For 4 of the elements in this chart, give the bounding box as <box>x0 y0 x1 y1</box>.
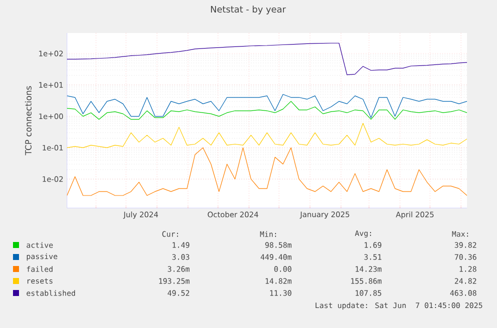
line-series <box>67 147 467 196</box>
line-series <box>67 122 467 148</box>
chart-title: Netstat - by year <box>211 6 286 14</box>
y-axis-title: TCP connections <box>24 86 32 156</box>
